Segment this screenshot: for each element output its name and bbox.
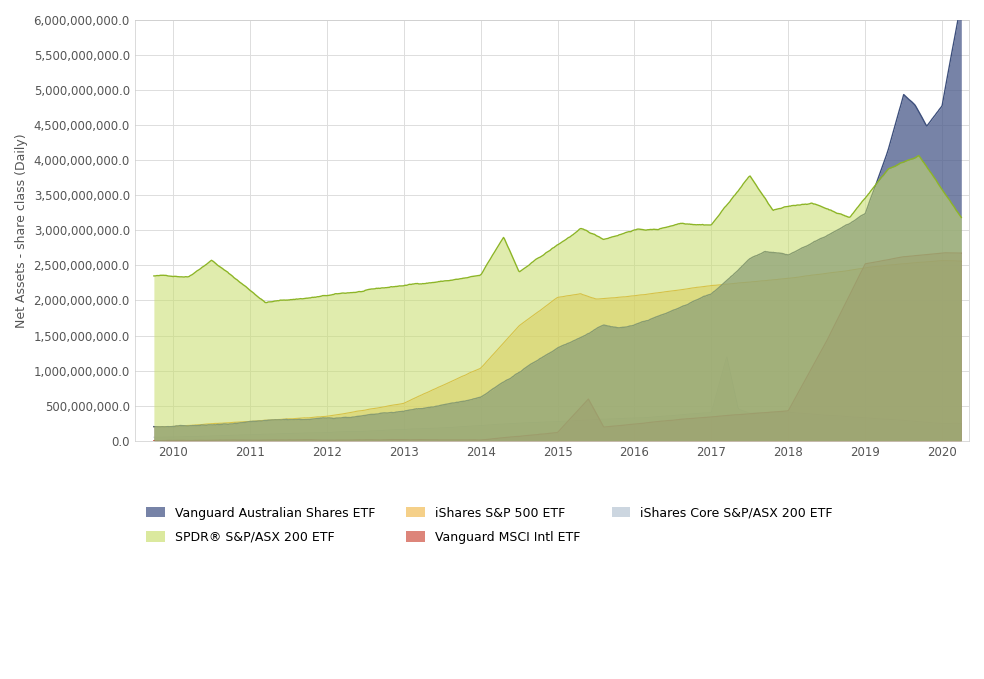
Legend: Vanguard Australian Shares ETF, SPDR® S&P/ASX 200 ETF, iShares S&P 500 ETF, Vang: Vanguard Australian Shares ETF, SPDR® S&…: [141, 502, 838, 549]
Y-axis label: Net Assets - share class (Daily): Net Assets - share class (Daily): [15, 133, 28, 328]
